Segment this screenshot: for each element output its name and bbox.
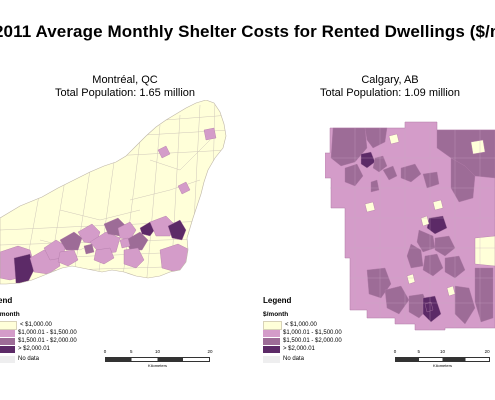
scale-bar-graphic bbox=[105, 357, 210, 362]
legend-swatch-gt2000 bbox=[0, 345, 15, 353]
montreal-legend-item: < $1,000.00 bbox=[0, 320, 77, 330]
legend-swatch-nodata bbox=[263, 355, 280, 363]
scale-unit: Kilometers bbox=[148, 363, 167, 368]
scale-tick: 5 bbox=[417, 349, 421, 354]
calgary-map bbox=[325, 121, 495, 331]
scale-unit: Kilometers bbox=[433, 363, 452, 368]
scale-tick: 0 bbox=[103, 349, 107, 354]
legend-swatch-1000-1500 bbox=[0, 329, 15, 337]
calgary-subtitle: Calgary, AB Total Population: 1.09 milli… bbox=[290, 74, 490, 100]
scale-bar-graphic bbox=[395, 357, 490, 362]
montreal-subtitle: Montréal, QC Total Population: 1.65 mill… bbox=[25, 74, 225, 100]
legend-swatch-gt2000 bbox=[263, 345, 280, 353]
montreal-legend-item: $1,500.01 - $2,000.00 bbox=[0, 337, 77, 345]
legend-swatch-1000-1500 bbox=[263, 329, 280, 337]
calgary-rent-polygons bbox=[330, 127, 495, 325]
montreal-scale-bar: 0 5 10 20 Kilometers bbox=[103, 349, 213, 368]
page-title: 2011 Average Monthly Shelter Costs for R… bbox=[0, 22, 495, 41]
montreal-population-label: Total Population: 1.65 million bbox=[54, 87, 196, 99]
legend-swatch-nodata bbox=[0, 355, 15, 363]
scale-tick: 0 bbox=[393, 349, 397, 354]
montreal-city-label: Montréal, QC bbox=[92, 74, 158, 86]
scale-ticks: 0 5 10 20 bbox=[103, 349, 213, 357]
legend-swatch-lt1000 bbox=[263, 320, 282, 330]
scale-tick: 20 bbox=[484, 349, 490, 354]
legend-swatch-1500-2000 bbox=[0, 337, 15, 345]
calgary-legend-unit: $/month bbox=[263, 311, 289, 318]
montreal-legend-item: No data bbox=[0, 355, 77, 363]
calgary-legend-item: > $2,000.01 bbox=[263, 345, 342, 353]
montreal-legend-unit: /month bbox=[0, 311, 20, 318]
montreal-rent-polygons bbox=[0, 127, 217, 284]
legend-swatch-lt1000 bbox=[0, 320, 17, 330]
calgary-city-label: Calgary, AB bbox=[361, 74, 419, 86]
montreal-island-outline bbox=[0, 100, 227, 285]
calgary-scale-bar: 0 5 10 20 Kilometers bbox=[393, 349, 490, 368]
scale-tick: 10 bbox=[154, 349, 161, 354]
legend-swatch-1500-2000 bbox=[263, 337, 280, 345]
scale-tick: 10 bbox=[439, 349, 446, 354]
calgary-legend: Legend $/month < $1,000.00 $1,000.01 - $… bbox=[263, 297, 342, 363]
montreal-legend-title: end bbox=[0, 296, 13, 305]
calgary-legend-item: $1,000.01 - $1,500.00 bbox=[263, 329, 342, 337]
calgary-legend-item: < $1,000.00 bbox=[263, 320, 342, 330]
montreal-legend-item: > $2,000.01 bbox=[0, 345, 77, 353]
calgary-population-label: Total Population: 1.09 million bbox=[319, 87, 461, 99]
montreal-legend: end /month < $1,000.00 $1,000.01 - $1,50… bbox=[0, 297, 77, 363]
montreal-legend-item: $1,000.01 - $1,500.00 bbox=[0, 329, 77, 337]
montreal-map bbox=[0, 100, 227, 285]
scale-tick: 20 bbox=[207, 349, 213, 354]
scale-ticks: 0 5 10 20 bbox=[393, 349, 490, 357]
calgary-legend-item: $1,500.01 - $2,000.00 bbox=[263, 337, 342, 345]
calgary-legend-item: No data bbox=[263, 355, 342, 363]
calgary-legend-title: Legend bbox=[263, 296, 292, 305]
scale-tick: 5 bbox=[129, 349, 133, 354]
calgary-tract-lines bbox=[330, 122, 495, 330]
